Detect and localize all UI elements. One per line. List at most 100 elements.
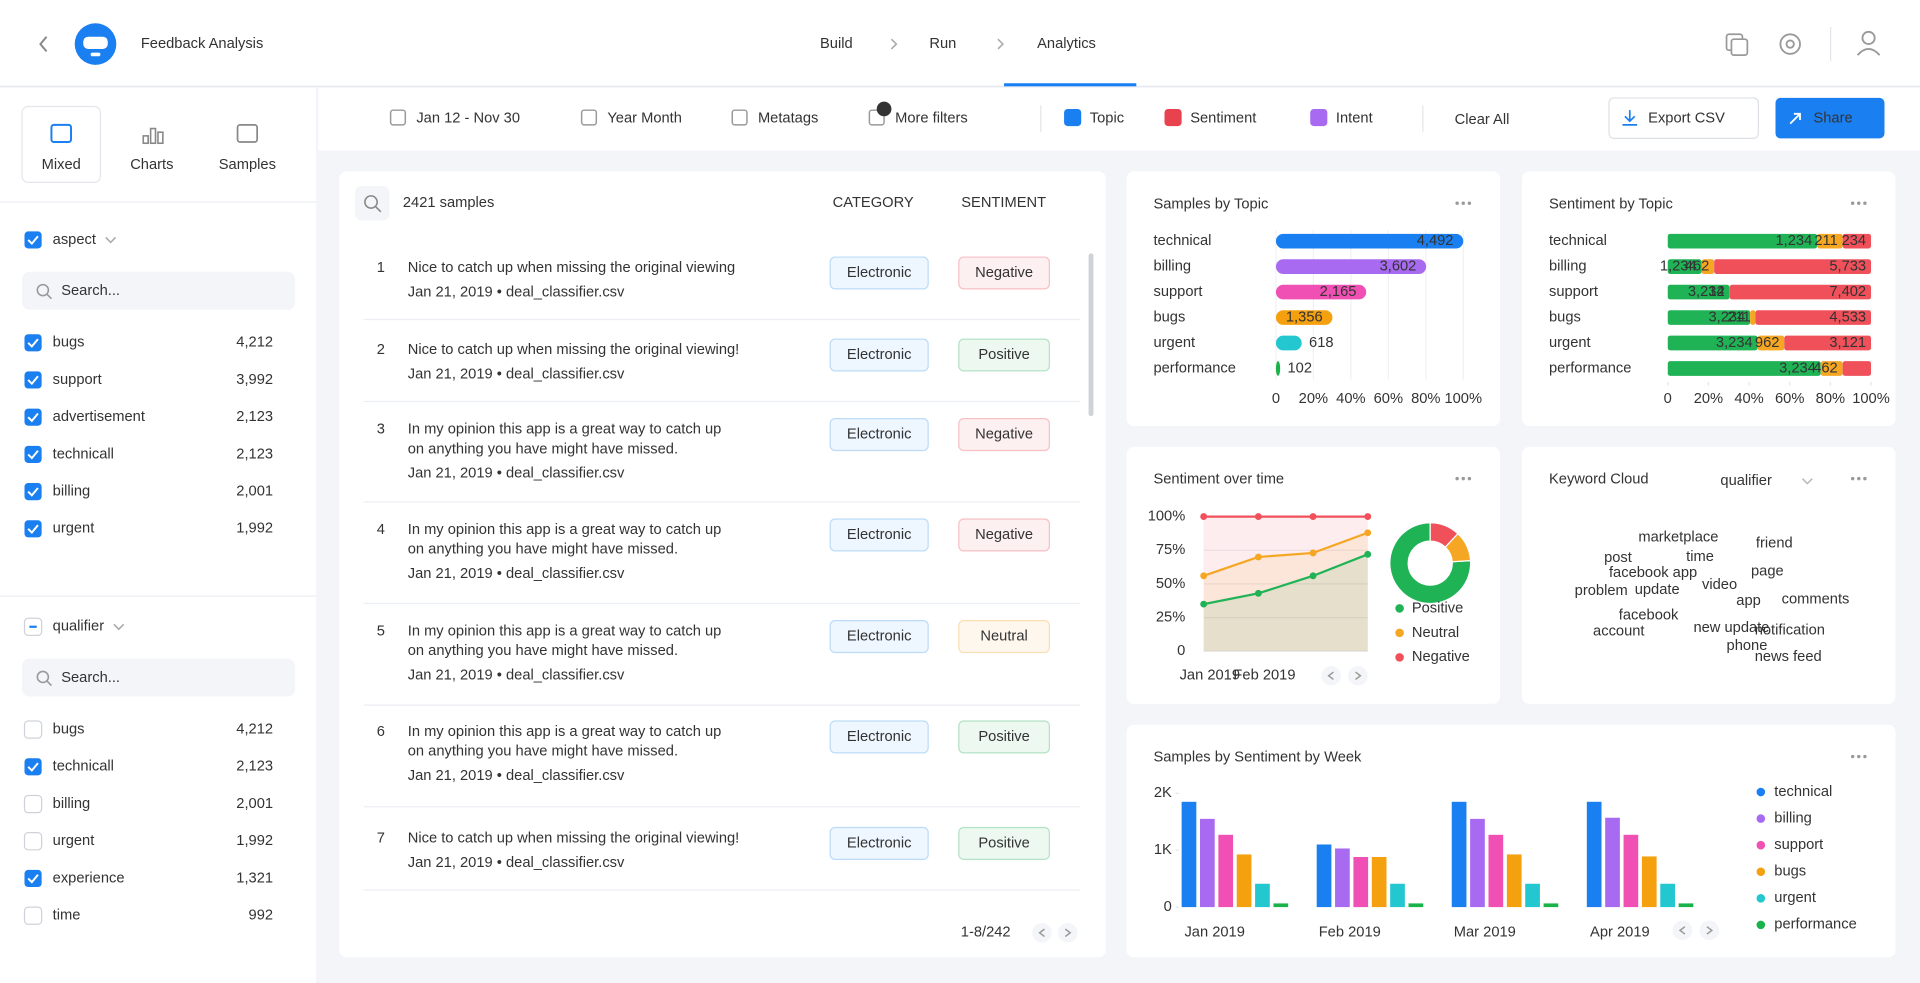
search-box[interactable] bbox=[22, 658, 296, 697]
pager-button[interactable] bbox=[1699, 920, 1720, 941]
checkbox[interactable] bbox=[24, 334, 42, 352]
nav-tab[interactable]: Build bbox=[820, 36, 853, 52]
filter-item-label[interactable]: bugs bbox=[53, 721, 85, 737]
value-label: 234 bbox=[1842, 233, 1867, 249]
cloud-filter[interactable]: qualifier bbox=[1720, 473, 1772, 489]
filter-item-label[interactable]: advertisement bbox=[53, 409, 145, 425]
filter-item-label[interactable]: billing bbox=[53, 796, 91, 812]
sample-text[interactable]: In my opinion this app is a great way to… bbox=[408, 724, 726, 760]
filter[interactable]: More filters bbox=[895, 111, 968, 127]
clear-all[interactable]: Clear All bbox=[1455, 112, 1510, 128]
filter-item-label[interactable]: urgent bbox=[53, 833, 95, 849]
bar bbox=[1408, 903, 1424, 908]
category-label: Electronic bbox=[847, 347, 912, 363]
category-label: Electronic bbox=[847, 835, 912, 851]
export-button[interactable] bbox=[1608, 97, 1759, 139]
tab-icon bbox=[157, 131, 164, 145]
more-menu[interactable] bbox=[1455, 476, 1459, 481]
more-menu[interactable] bbox=[1455, 201, 1459, 205]
user-icon-head[interactable] bbox=[1861, 30, 1876, 45]
row-index: 3 bbox=[377, 422, 385, 438]
view-tab[interactable]: Samples bbox=[219, 157, 276, 173]
pager-button[interactable] bbox=[1321, 665, 1341, 686]
sentiment-label: Negative bbox=[975, 265, 1033, 281]
group-label[interactable]: qualifier bbox=[53, 619, 105, 635]
value-label: 7,402 bbox=[1829, 284, 1866, 300]
filter-item-count: 1,992 bbox=[236, 833, 273, 849]
checkbox[interactable] bbox=[23, 906, 43, 925]
checkbox[interactable] bbox=[23, 832, 43, 851]
settings-icon[interactable] bbox=[1779, 33, 1801, 55]
more-menu[interactable] bbox=[1850, 754, 1855, 759]
legend-label[interactable]: urgent bbox=[1774, 890, 1816, 906]
filter[interactable]: Jan 12 - Nov 30 bbox=[416, 111, 520, 127]
filter-item-label[interactable]: support bbox=[53, 372, 102, 388]
legend-label[interactable]: Negative bbox=[1412, 649, 1470, 665]
filter-item-label[interactable]: technicall bbox=[53, 446, 114, 462]
filter-item-label[interactable]: technicall bbox=[53, 759, 114, 775]
sample-text[interactable]: Nice to catch up when missing the origin… bbox=[408, 260, 735, 276]
sample-text[interactable]: Nice to catch up when missing the origin… bbox=[408, 830, 739, 846]
sample-text[interactable]: In my opinion this app is a great way to… bbox=[408, 422, 726, 458]
legend-label[interactable]: technical bbox=[1774, 784, 1832, 800]
checkbox[interactable] bbox=[24, 869, 42, 888]
legend-label[interactable]: bugs bbox=[1774, 864, 1806, 880]
legend-label[interactable]: Neutral bbox=[1412, 625, 1459, 641]
checkbox[interactable] bbox=[24, 371, 42, 389]
area bbox=[1203, 554, 1368, 652]
filter-item-label[interactable]: urgent bbox=[53, 521, 95, 537]
value-label: 618 bbox=[1309, 335, 1334, 351]
filter-item-label[interactable]: billing bbox=[53, 483, 91, 499]
filter-item-label[interactable]: bugs bbox=[53, 335, 85, 351]
share-button[interactable] bbox=[1775, 97, 1885, 139]
checkbox[interactable] bbox=[24, 483, 42, 501]
group-chevron bbox=[105, 236, 117, 244]
point bbox=[1254, 513, 1262, 521]
more-menu[interactable] bbox=[1850, 201, 1855, 205]
filter-item-label[interactable]: experience bbox=[53, 870, 125, 886]
filter[interactable]: Metatags bbox=[758, 111, 818, 127]
pager-button[interactable] bbox=[1032, 923, 1052, 943]
more-menu[interactable] bbox=[1850, 476, 1855, 481]
nav-tab[interactable]: Run bbox=[929, 36, 956, 52]
category-label: Electronic bbox=[847, 729, 912, 745]
legend-label[interactable]: performance bbox=[1774, 917, 1856, 933]
legend-label[interactable]: Positive bbox=[1412, 600, 1463, 616]
checkmark bbox=[27, 338, 39, 348]
checkbox[interactable] bbox=[24, 445, 42, 463]
search-box[interactable] bbox=[22, 271, 296, 310]
filter-item-label[interactable]: time bbox=[53, 908, 81, 924]
samples-search-button[interactable] bbox=[355, 186, 390, 221]
legend-label[interactable]: billing bbox=[1774, 810, 1812, 826]
bar-segment bbox=[1817, 233, 1843, 249]
cloud-word: notification bbox=[1755, 622, 1825, 638]
sample-text[interactable]: Nice to catch up when missing the origin… bbox=[408, 342, 739, 358]
view-toggle[interactable]: Topic bbox=[1090, 111, 1124, 127]
nav-tab[interactable]: Analytics bbox=[1037, 36, 1096, 52]
checkbox[interactable] bbox=[23, 720, 43, 739]
sample-text[interactable]: In my opinion this app is a great way to… bbox=[408, 624, 726, 660]
pager-button[interactable] bbox=[1057, 923, 1078, 943]
filter[interactable]: Year Month bbox=[607, 111, 682, 127]
checkbox[interactable] bbox=[24, 520, 42, 538]
pager-button[interactable] bbox=[1672, 920, 1693, 941]
sample-text[interactable]: In my opinion this app is a great way to… bbox=[408, 522, 726, 558]
checkbox[interactable] bbox=[24, 408, 42, 426]
sample-meta: Jan 21, 2019 • deal_classifier.csv bbox=[408, 566, 625, 582]
legend-label[interactable]: support bbox=[1774, 837, 1823, 853]
cloud-word: app bbox=[1736, 593, 1761, 609]
view-tab[interactable]: Mixed bbox=[42, 157, 81, 173]
checkbox[interactable] bbox=[24, 758, 42, 776]
checkbox[interactable] bbox=[23, 794, 43, 814]
back-button[interactable] bbox=[39, 36, 48, 53]
sample-text-line: Nice to catch up when missing the origin… bbox=[408, 260, 735, 276]
pager-button[interactable] bbox=[1348, 665, 1368, 686]
x-tick-label: 40% bbox=[1336, 391, 1365, 407]
group-label[interactable]: aspect bbox=[53, 232, 96, 248]
view-toggle[interactable]: Intent bbox=[1336, 111, 1373, 127]
view-tab[interactable]: Charts bbox=[130, 157, 173, 173]
x-tick-label: 0 bbox=[1272, 391, 1280, 407]
checkbox[interactable] bbox=[24, 231, 42, 249]
view-toggle[interactable]: Sentiment bbox=[1190, 111, 1256, 127]
bar-segment bbox=[1667, 335, 1758, 351]
